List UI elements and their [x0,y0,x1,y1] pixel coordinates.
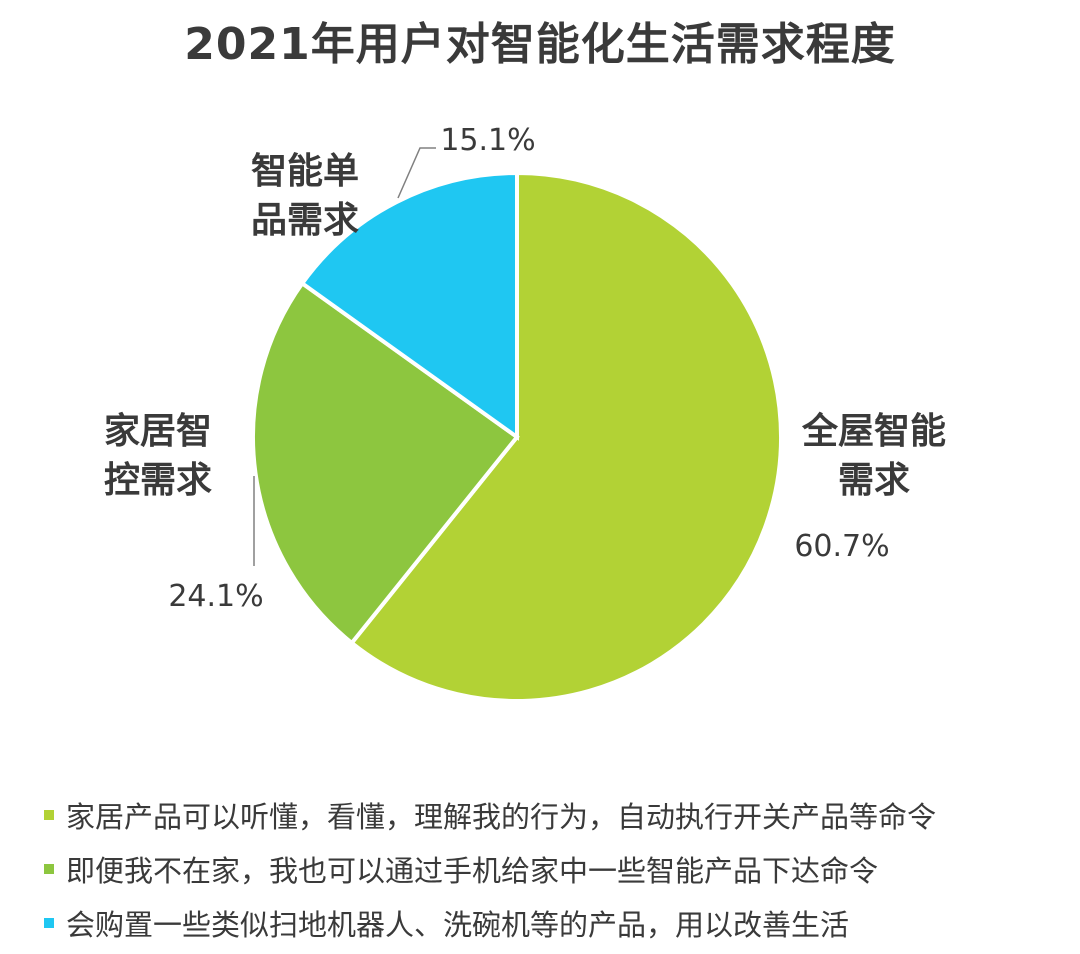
slice-label-single-product-line1: 智能单 [251,151,359,192]
legend-item: 会购置一些类似扫地机器人、洗碗机等的产品，用以改善生活 [44,896,936,950]
leader-line-single-product [397,147,436,199]
slice-label-whole-house-line2: 需求 [838,460,910,501]
pie-chart: 全屋智能 需求 60.7% 家居智 控需求 24.1% 智能单 品需求 15.1… [104,123,946,703]
legend-text: 会购置一些类似扫地机器人、洗碗机等的产品，用以改善生活 [66,908,850,942]
slice-label-home-control-line1: 家居智 [104,411,212,452]
legend-text: 家居产品可以听懂，看懂，理解我的行为，自动执行开关产品等命令 [66,800,937,834]
slice-value-whole-house: 60.7% [794,529,889,564]
slice-label-home-control-line2: 控需求 [104,460,212,501]
pie-slice-home-control [251,280,520,646]
legend-swatch [44,918,54,928]
chart-title: 2021年用户对智能化生活需求程度 [184,19,896,70]
legend-item: 家居产品可以听懂，看懂，理解我的行为，自动执行开关产品等命令 [44,788,936,842]
legend-item: 即便我不在家，我也可以通过手机给家中一些智能产品下达命令 [44,842,936,896]
legend-text: 即便我不在家，我也可以通过手机给家中一些智能产品下达命令 [66,854,879,888]
pie-slice-single-product [299,170,519,441]
slice-label-single-product-line2: 品需求 [251,200,359,241]
slice-value-single-product: 15.1% [440,123,535,158]
legend-swatch [44,864,54,874]
legend-swatch [44,810,54,820]
pie-slice-whole-house [348,170,783,703]
slice-label-whole-house-line1: 全屋智能 [801,410,946,452]
legend: 家居产品可以听懂，看懂，理解我的行为，自动执行开关产品等命令 即便我不在家，我也… [44,788,936,950]
slice-value-home-control: 24.1% [168,579,263,614]
